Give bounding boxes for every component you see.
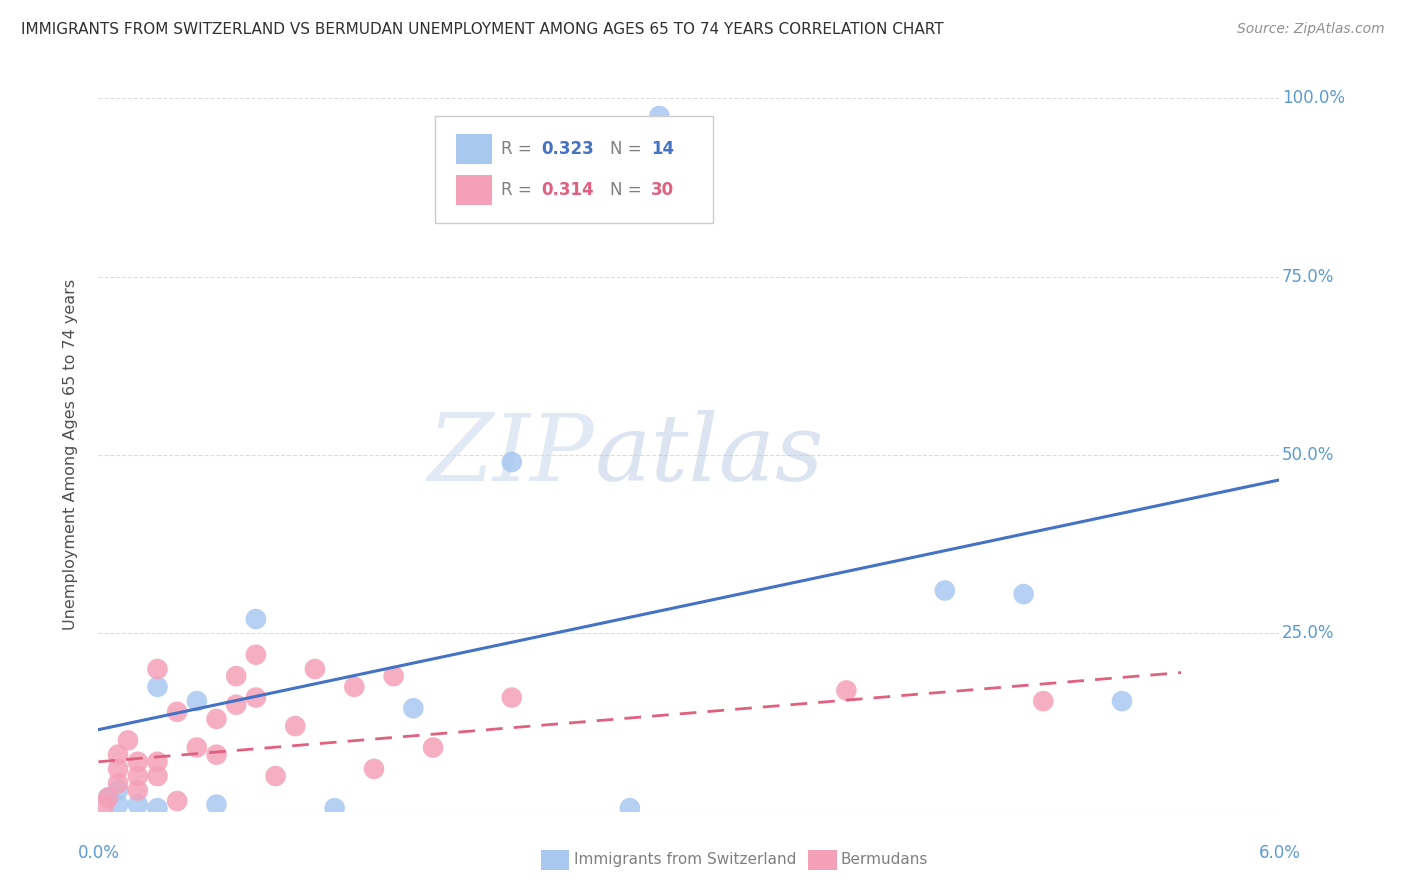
Point [501, 690, 523, 705]
Text: N =: N = [610, 181, 647, 199]
Point [146, 680, 169, 694]
Text: 6.0%: 6.0% [1258, 844, 1301, 862]
Point [264, 769, 287, 783]
Text: R =: R = [501, 181, 537, 199]
Point [97, 790, 120, 805]
Text: 0.314: 0.314 [541, 181, 593, 199]
Point [97, 790, 120, 805]
Point [127, 755, 149, 769]
FancyBboxPatch shape [457, 175, 492, 205]
Point [245, 648, 267, 662]
Point [117, 733, 139, 747]
Text: Source: ZipAtlas.com: Source: ZipAtlas.com [1237, 22, 1385, 37]
Point [146, 755, 169, 769]
Point [323, 801, 346, 815]
Point [107, 776, 129, 790]
Text: 25.0%: 25.0% [1282, 624, 1334, 642]
Point [107, 762, 129, 776]
FancyBboxPatch shape [457, 134, 492, 164]
Point [186, 694, 208, 708]
Point [127, 797, 149, 812]
Point [934, 583, 956, 598]
Text: 0.0%: 0.0% [77, 844, 120, 862]
Point [107, 797, 129, 812]
Text: 100.0%: 100.0% [1282, 89, 1344, 107]
Point [107, 783, 129, 797]
Point [166, 794, 188, 808]
Point [146, 801, 169, 815]
Text: 30: 30 [651, 181, 675, 199]
Point [127, 783, 149, 797]
Point [1111, 694, 1133, 708]
Text: atlas: atlas [595, 410, 824, 500]
Point [93, 797, 115, 812]
Point [1012, 587, 1035, 601]
Point [205, 797, 228, 812]
Text: 50.0%: 50.0% [1282, 446, 1334, 464]
Text: ZIP: ZIP [427, 410, 595, 500]
Point [501, 455, 523, 469]
Point [166, 705, 188, 719]
Text: N =: N = [610, 140, 647, 158]
Point [186, 740, 208, 755]
Point [245, 690, 267, 705]
Point [648, 109, 671, 123]
Point [402, 701, 425, 715]
Text: Bermudans: Bermudans [841, 853, 928, 867]
Text: 75.0%: 75.0% [1282, 268, 1334, 285]
Point [146, 769, 169, 783]
Point [619, 801, 641, 815]
Point [205, 712, 228, 726]
Point [1032, 694, 1054, 708]
Point [363, 762, 385, 776]
Y-axis label: Unemployment Among Ages 65 to 74 years: Unemployment Among Ages 65 to 74 years [63, 279, 77, 631]
FancyBboxPatch shape [434, 116, 713, 223]
Point [382, 669, 405, 683]
Point [127, 769, 149, 783]
Point [835, 683, 858, 698]
Point [225, 669, 247, 683]
Point [205, 747, 228, 762]
Point [146, 662, 169, 676]
Text: 0.323: 0.323 [541, 140, 595, 158]
Text: Immigrants from Switzerland: Immigrants from Switzerland [574, 853, 796, 867]
Point [225, 698, 247, 712]
Point [107, 747, 129, 762]
Text: R =: R = [501, 140, 537, 158]
Point [304, 662, 326, 676]
Text: IMMIGRANTS FROM SWITZERLAND VS BERMUDAN UNEMPLOYMENT AMONG AGES 65 TO 74 YEARS C: IMMIGRANTS FROM SWITZERLAND VS BERMUDAN … [21, 22, 943, 37]
Point [284, 719, 307, 733]
Text: 14: 14 [651, 140, 675, 158]
Point [343, 680, 366, 694]
Point [422, 740, 444, 755]
Point [245, 612, 267, 626]
